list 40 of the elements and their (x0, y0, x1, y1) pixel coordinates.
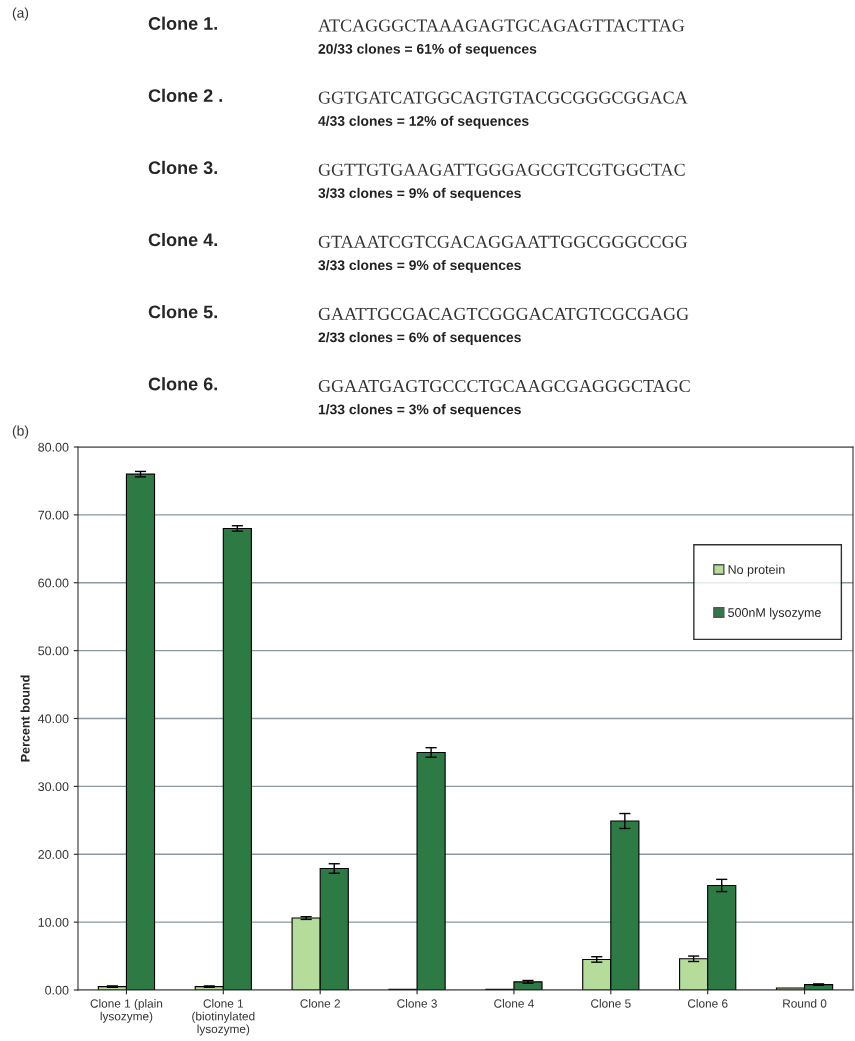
x-tick-label: Clone 3 (397, 999, 437, 1008)
y-tick-label: 10.00 (38, 917, 69, 927)
text: GGTGATCATGGCAGTGTACGCGGGCGGACA (318, 91, 688, 104)
x-tick-label: Clone 1 (biotinylated lysozyme) (192, 999, 255, 1036)
text: Clone 1. (148, 16, 217, 30)
text: GGTTGTGAAGATTGGGAGCGTCGTGGCTAC (318, 163, 685, 176)
x-tick-label: Clone 2 (300, 999, 340, 1008)
x-tick-label: Clone 6 (687, 999, 728, 1008)
x-tick-label: Clone 5 (591, 999, 631, 1008)
y-tick-label: 60.00 (38, 578, 69, 588)
text: 3/33 clones = 9% of sequences (318, 259, 521, 273)
text: Clone 6. (148, 377, 217, 391)
y-tick-label: 50.00 (38, 646, 69, 656)
text: Clone 4. (148, 232, 217, 247)
y-tick-label: 80.00 (38, 442, 69, 452)
text: Clone 2 . (148, 88, 222, 102)
y-tick-label: 20.00 (38, 850, 69, 859)
text: 3/33 clones = 9% of sequences (318, 187, 521, 201)
text: Clone 5. (148, 305, 217, 319)
y-tick-label: 30.00 (38, 782, 69, 792)
legend-label: No protein (728, 564, 785, 577)
text: 2/33 clones = 6% of sequences (318, 332, 521, 345)
x-tick-label: Round 0 (783, 999, 827, 1008)
text: 20/33 clones = 61% of sequences (318, 43, 537, 57)
text: 4/33 clones = 12% of sequences (318, 115, 529, 129)
text: (b) (12, 425, 29, 439)
x-tick-label: Clone 4 (494, 999, 534, 1008)
y-axis-title: Percent bound (20, 675, 30, 762)
text: GAATTGCGACAGTCGGGACATGTCGCGAGG (318, 307, 689, 320)
text: GTAAATCGTCGACAGGAATTGGCGGGCCGG (318, 235, 688, 248)
text: ATCAGGGCTAAAGAGTGCAGAGTTACTTAG (318, 19, 685, 32)
text: GGAATGAGTGCCCTGCAAGCGAGGGCTAGC (318, 379, 690, 393)
y-tick-label: 40.00 (37, 714, 69, 724)
text: 1/33 clones = 3% of sequences (318, 404, 521, 418)
x-tick-label: Clone 1 (plain lysozyme) (90, 999, 163, 1023)
text: Clone 3. (148, 160, 217, 175)
text: (a) (12, 7, 29, 21)
y-tick-label: 70.00 (38, 510, 69, 520)
y-tick-label: 0.00 (45, 985, 69, 995)
legend-label: 500nM lysozyme (728, 607, 821, 620)
